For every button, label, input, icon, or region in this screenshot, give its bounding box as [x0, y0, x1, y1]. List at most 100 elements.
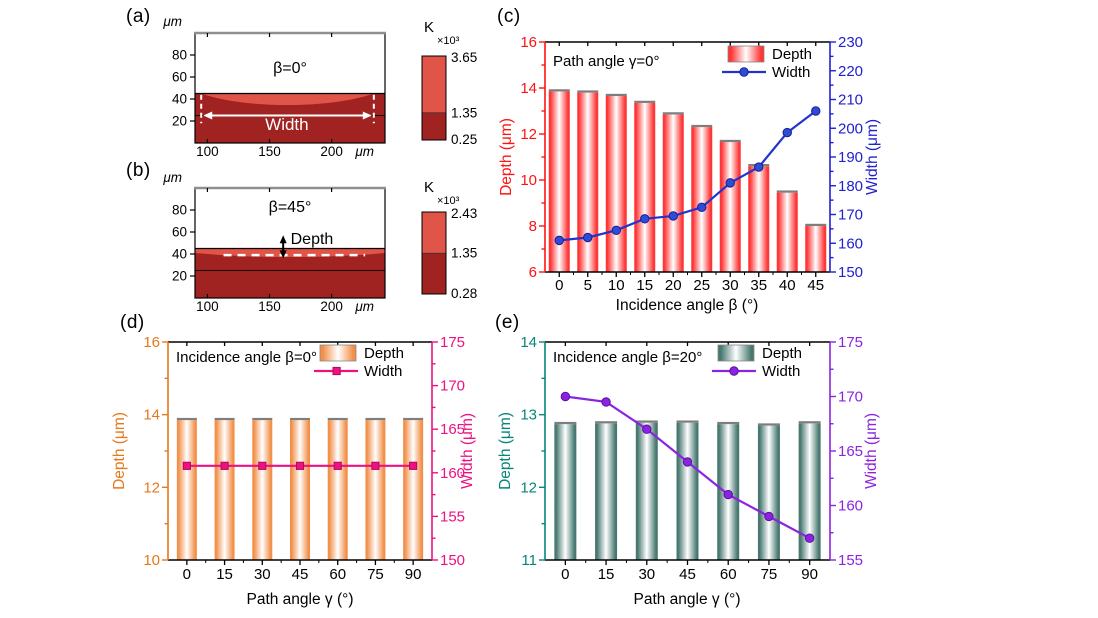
- left-tick-label: 8: [529, 218, 537, 235]
- legend-width-marker: [332, 366, 341, 376]
- x-tick-label: 0: [555, 277, 563, 294]
- right-tick-label: 160: [838, 498, 863, 515]
- y-unit-label: μm: [162, 170, 182, 185]
- x-tick-label: 0: [183, 566, 191, 583]
- depth-bar-45: [805, 226, 827, 272]
- colorbar-border: [421, 211, 447, 295]
- y-tick-label: 20: [172, 269, 187, 284]
- depth-bar-cap: [290, 417, 310, 421]
- left-tick-label: 14: [143, 407, 160, 424]
- y-tick-label: 60: [172, 225, 187, 240]
- depth-bar-cap: [634, 100, 656, 103]
- width-marker: [409, 461, 418, 470]
- colorbar-mid-label: 1.35: [451, 105, 477, 120]
- y-tick-label: 40: [172, 92, 187, 107]
- right-tick-label: 160: [838, 235, 863, 252]
- right-tick-label: 150: [440, 552, 465, 569]
- depth-bar-15: [595, 423, 618, 560]
- left-tick-label: 16: [520, 34, 537, 51]
- arrow-head-top: [279, 235, 287, 244]
- right-tick-label: 170: [838, 207, 863, 224]
- arrow-head-bottom: [279, 250, 287, 259]
- left-tick-label: 11: [521, 552, 537, 569]
- width-marker: [554, 235, 564, 246]
- depth-annotation: Depth: [291, 231, 334, 248]
- depth-bar-cap: [717, 421, 740, 425]
- depth-bar-cap: [554, 421, 577, 425]
- right-tick-label: 175: [440, 334, 465, 351]
- x-tick-label: 200: [320, 144, 343, 159]
- left-tick-label: 10: [143, 552, 160, 569]
- legend-depth-label: Depth: [762, 345, 802, 362]
- melt-pool: [201, 93, 374, 106]
- width-marker: [697, 202, 707, 213]
- depth-bar-cap: [798, 421, 821, 424]
- x-tick-label: 45: [679, 566, 696, 583]
- colorbar-min-label: 0.28: [451, 286, 477, 301]
- left-tick-label: 12: [143, 479, 160, 496]
- x-tick-label: 150: [258, 299, 281, 314]
- right-tick-label: 170: [838, 389, 863, 406]
- right-tick-label: 230: [838, 34, 863, 51]
- width-marker: [754, 162, 764, 172]
- right-tick-label: 180: [838, 178, 863, 195]
- depth-bar-25: [691, 127, 713, 272]
- y-tick-label: 60: [172, 70, 187, 85]
- x-axis-title: Incidence angle β (°): [616, 297, 759, 314]
- width-line: [559, 110, 817, 242]
- x-tick-label: 100: [196, 144, 219, 159]
- depth-bar-cap: [327, 417, 348, 421]
- depth-bar-cap: [365, 417, 386, 421]
- colorbar-min-label: 0.25: [451, 132, 477, 147]
- x-tick-label: 90: [801, 566, 818, 583]
- x-tick-label: 25: [693, 277, 710, 294]
- panel-title: Incidence angle β=20°: [553, 349, 702, 366]
- depth-bar-cap: [719, 139, 741, 143]
- y-tick-label: 80: [172, 203, 187, 218]
- x-axis-title: Path angle γ (°): [633, 591, 740, 608]
- depth-bar-cap: [757, 423, 780, 426]
- depth-bar-75: [757, 425, 780, 560]
- right-tick-label: 220: [838, 63, 863, 80]
- left-tick-label: 13: [520, 407, 537, 424]
- depth-bar-15: [214, 420, 235, 560]
- depth-bar-cap: [214, 417, 235, 421]
- depth-bar-75: [365, 420, 386, 560]
- right-tick-label: 155: [440, 508, 465, 525]
- right-tick-label: 165: [838, 443, 863, 460]
- right-tick-label: 160: [440, 465, 465, 482]
- panel-b-chart: 20 40 60 80 100 150 200 μm μm β=45° Depth K×10³2.43…: [162, 170, 477, 314]
- depth-bar-cap: [805, 223, 827, 226]
- colorbar-max-label: 2.43: [451, 206, 477, 221]
- x-tick-label: 60: [329, 566, 346, 583]
- depth-bar-cap: [676, 420, 699, 423]
- left-tick-label: 14: [520, 80, 537, 97]
- depth-bar-cap: [691, 124, 713, 128]
- right-axis-title: Width (μm): [863, 413, 880, 489]
- x-tick-label: 30: [638, 566, 655, 583]
- arrow-head-right: [362, 111, 372, 120]
- right-tick-label: 190: [838, 149, 863, 166]
- y-tick-label: 40: [172, 247, 187, 262]
- width-marker: [258, 461, 267, 470]
- left-axis-title: Depth (μm): [497, 412, 514, 490]
- panel-c-label: (c): [497, 6, 521, 27]
- colorbar-scale: ×10³: [437, 195, 460, 207]
- depth-bar-cap: [176, 417, 197, 421]
- x-tick-label: 75: [761, 566, 778, 583]
- left-axis-title: Depth (μm): [498, 118, 515, 196]
- depth-bar-cap: [403, 417, 424, 421]
- right-tick-label: 175: [838, 334, 863, 351]
- depth-bar-30: [252, 420, 273, 560]
- depth-bar-90: [798, 423, 821, 560]
- x-tick-label: 15: [216, 566, 233, 583]
- left-tick-label: 12: [520, 479, 537, 496]
- legend-width-marker: [729, 366, 739, 376]
- left-tick-label: 16: [143, 334, 160, 351]
- left-tick-label: 12: [520, 126, 537, 143]
- left-tick-label: 6: [529, 264, 537, 281]
- width-marker: [782, 127, 792, 138]
- y-tick-label: 80: [172, 48, 187, 63]
- depth-bar-0: [176, 420, 197, 560]
